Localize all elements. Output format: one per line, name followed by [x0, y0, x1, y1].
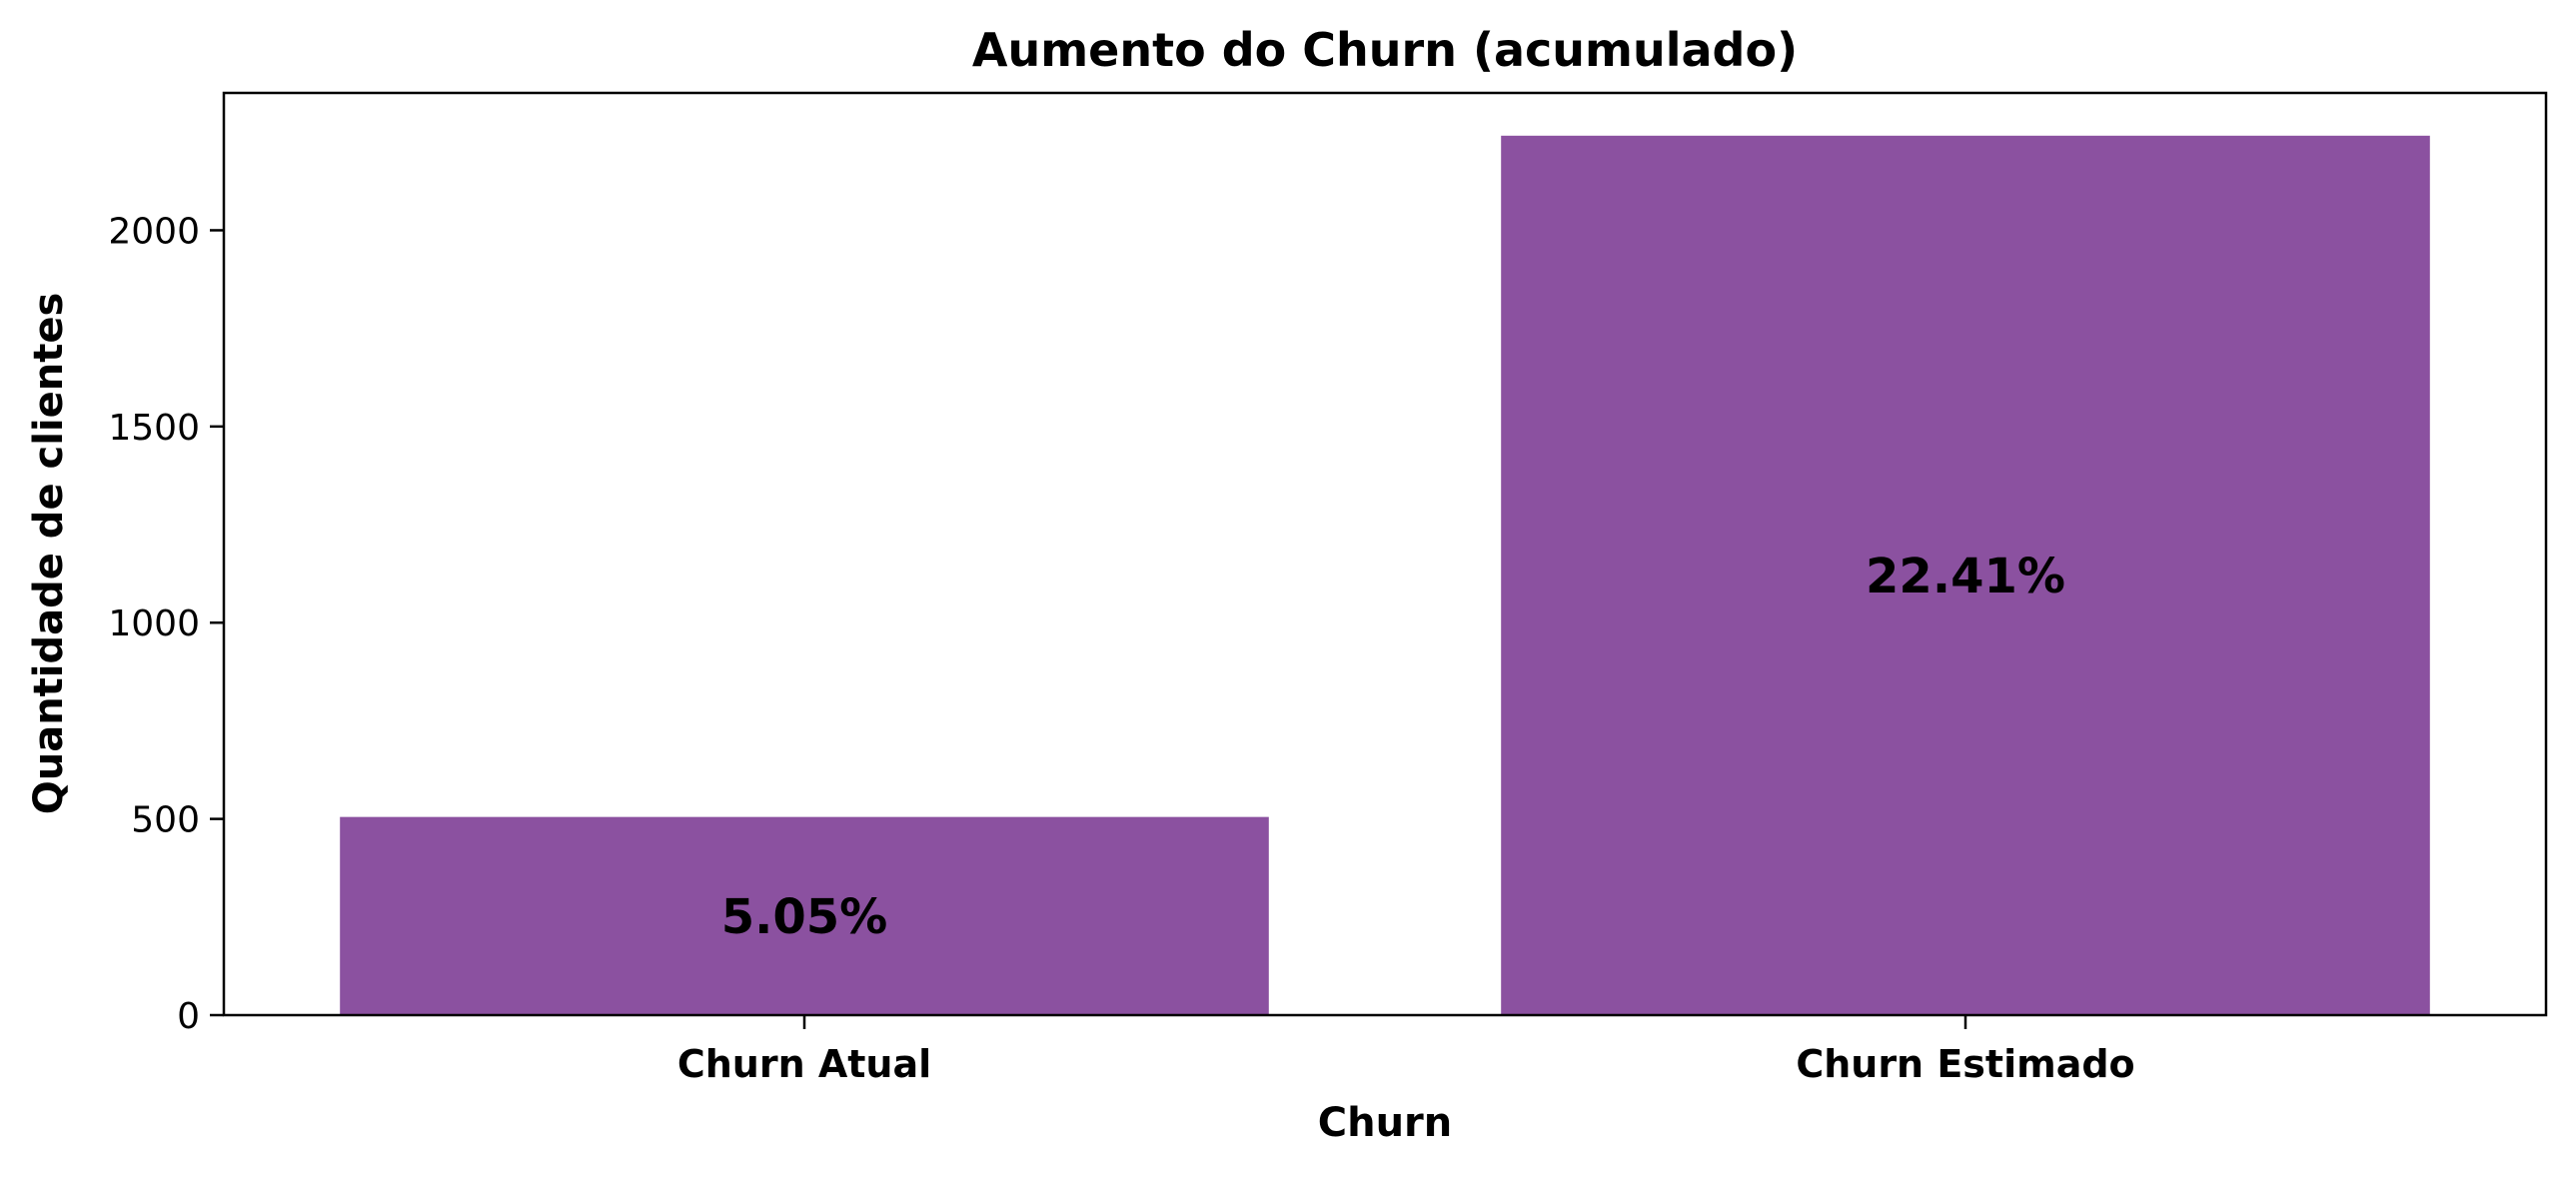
bar-0: [340, 816, 1269, 1015]
x-tick-label-0: Churn Atual: [677, 1042, 931, 1086]
bar-value-label-0: 5.05%: [721, 889, 888, 945]
y-axis: 0 500 1000 1500 2000: [108, 211, 224, 1037]
data-labels-layer: 5.05% 22.41%: [721, 549, 2065, 945]
y-tick-label-1: 500: [131, 800, 200, 841]
chart-title: Aumento do Churn (acumulado): [972, 23, 1798, 77]
y-tick-label-3: 1500: [108, 408, 200, 449]
bars-layer: [340, 135, 2430, 1015]
y-tick-label-0: 0: [177, 996, 200, 1037]
plot-frame: [222, 91, 2548, 1017]
bar-1: [1501, 135, 2430, 1015]
y-axis-label: Quantidade de clientes: [26, 293, 72, 815]
x-axis-label: Churn: [1318, 1100, 1453, 1146]
y-tick-label-4: 2000: [108, 211, 200, 252]
x-tick-label-1: Churn Estimado: [1796, 1042, 2134, 1086]
x-axis: Churn Atual Churn Estimado: [677, 1015, 2135, 1086]
bar-value-label-1: 22.41%: [1866, 549, 2065, 604]
y-tick-label-2: 1000: [108, 603, 200, 644]
